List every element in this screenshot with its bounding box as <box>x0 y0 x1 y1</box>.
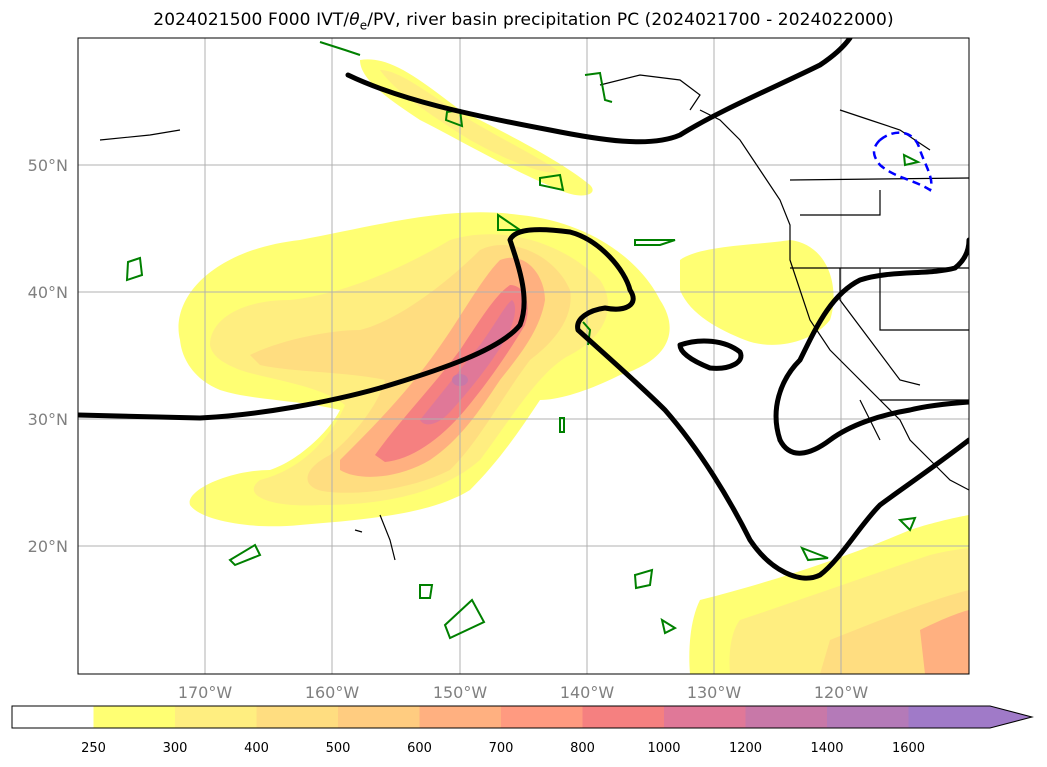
lat-label-30: 30°N <box>28 410 68 429</box>
lon-label-120w: 120°W <box>814 683 869 702</box>
lat-label-50: 50°N <box>28 156 68 175</box>
lon-label-160w: 160°W <box>305 683 360 702</box>
precip-pc-contour <box>872 131 933 192</box>
chart-title: 2024021500 F000 IVT/θe/PV, river basin p… <box>153 10 894 33</box>
map-panel <box>78 38 969 674</box>
colorbar-tick-label: 1000 <box>647 741 680 756</box>
lon-label-170w: 170°W <box>178 683 233 702</box>
colorbar-tick-label: 250 <box>81 741 106 756</box>
colorbar-tick-label: 500 <box>326 741 351 756</box>
colorbar-tick-label: 800 <box>570 741 595 756</box>
colorbar-tick-label: 700 <box>489 741 514 756</box>
colorbar-segment <box>338 706 420 728</box>
colorbar-segment <box>908 706 991 728</box>
grid-lines <box>78 38 969 674</box>
colorbar-tick-label: 600 <box>407 741 432 756</box>
colorbar-tick-label: 1400 <box>810 741 843 756</box>
colorbar-segment <box>664 706 746 728</box>
colorbar-tick-label: 1200 <box>729 741 762 756</box>
lat-label-40: 40°N <box>28 283 68 302</box>
colorbar-segment <box>501 706 583 728</box>
colorbar-segment <box>93 706 176 728</box>
colorbar-tick-label: 400 <box>244 741 269 756</box>
coastlines <box>99 74 969 561</box>
lon-label-150w: 150°W <box>433 683 488 702</box>
colorbar-segment <box>256 706 339 728</box>
colorbar-tick-label: 300 <box>163 741 188 756</box>
lon-label-130w: 130°W <box>687 683 742 702</box>
colorbar-segment <box>745 706 828 728</box>
ivt-fill <box>178 59 969 674</box>
lat-label-20: 20°N <box>28 537 68 556</box>
colorbar-outline <box>11 705 1034 729</box>
latitude-labels: 50°N 40°N 30°N 20°N <box>28 156 68 556</box>
colorbar-segment <box>419 706 502 728</box>
theta-e-contours <box>125 41 921 640</box>
colorbar-segment <box>827 706 909 728</box>
pv-contours <box>78 38 969 581</box>
colorbar-extend-arrow <box>990 706 1032 728</box>
longitude-labels: 170°W 160°W 150°W 140°W 130°W 120°W <box>178 683 869 702</box>
colorbar: 250 300 400 500 600 700 800 1000 1200 1400 1600 <box>11 705 1034 756</box>
colorbar-segment <box>12 706 94 728</box>
map-border <box>77 37 970 675</box>
lon-label-140w: 140°W <box>560 683 615 702</box>
colorbar-segment <box>175 706 257 728</box>
colorbar-tick-label: 1600 <box>892 741 925 756</box>
colorbar-segment <box>582 706 665 728</box>
